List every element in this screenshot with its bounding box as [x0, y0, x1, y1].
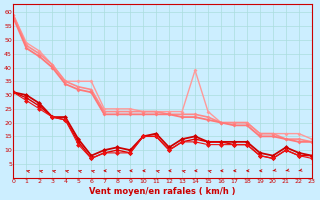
X-axis label: Vent moyen/en rafales ( km/h ): Vent moyen/en rafales ( km/h ) — [89, 187, 236, 196]
